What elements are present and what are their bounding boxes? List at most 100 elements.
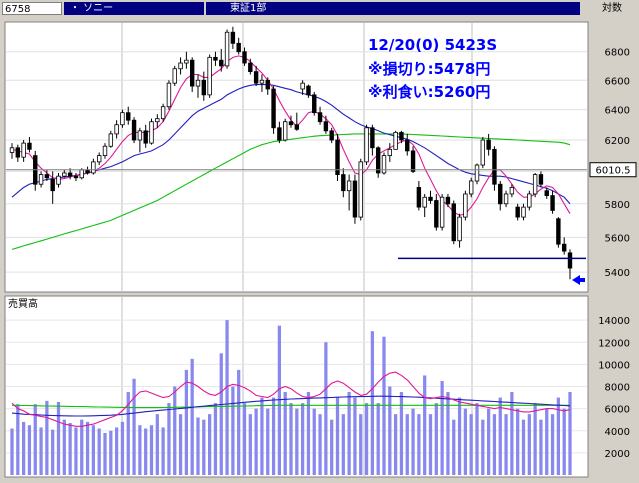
volume-bar	[173, 386, 177, 475]
candle-body	[44, 174, 50, 179]
candle-body	[556, 218, 561, 245]
volume-bar	[562, 408, 566, 475]
volume-bar	[556, 397, 561, 475]
candle-body	[405, 139, 410, 152]
volume-bar	[341, 414, 345, 475]
candle-body	[224, 31, 230, 67]
candle-body	[160, 106, 166, 120]
annotation-line-2: ※損切り:5478円	[368, 60, 490, 78]
candle-body	[306, 85, 311, 96]
candle-body	[248, 62, 253, 73]
candle-body	[521, 206, 526, 218]
candle-body	[155, 118, 160, 123]
volume-bar	[184, 369, 189, 475]
volume-tick-label: 2000	[605, 449, 630, 460]
volume-bar	[405, 414, 409, 475]
volume-bar	[33, 404, 37, 475]
price-ma-long-line	[11, 133, 571, 250]
candle-body	[67, 172, 73, 177]
volume-bar	[312, 408, 316, 475]
volume-bar	[393, 414, 398, 475]
candle-body	[91, 161, 96, 174]
volume-bar	[161, 427, 165, 475]
volume-bar	[39, 427, 43, 475]
volume-bar	[21, 421, 26, 475]
volume-bar	[353, 397, 357, 475]
candle-body	[457, 216, 462, 242]
volume-panel-label: 売買高	[8, 297, 38, 310]
volume-bar	[440, 380, 444, 475]
candle-body	[515, 206, 520, 218]
candle-body	[480, 139, 486, 166]
volume-bar	[318, 414, 322, 475]
candle-body	[126, 112, 131, 121]
volume-bar	[399, 392, 404, 475]
volume-bar	[225, 320, 229, 475]
volume-bar	[231, 386, 235, 475]
volume-bar	[202, 419, 206, 475]
volume-tick-label: 8000	[605, 383, 630, 394]
candle-body	[428, 196, 433, 201]
volume-bar	[376, 403, 380, 475]
volume-bar	[155, 414, 159, 475]
volume-bar	[207, 414, 212, 475]
candle-body	[561, 243, 567, 252]
volume-bar	[10, 428, 14, 475]
candle-body	[178, 62, 183, 70]
volume-bar	[277, 325, 282, 475]
price-tick-label: 6600	[605, 76, 630, 87]
volume-tick-label: 6000	[605, 405, 630, 416]
candle-body	[137, 130, 143, 141]
candle-body	[422, 196, 427, 208]
volume-bar	[335, 397, 340, 475]
volume-bar	[132, 378, 136, 475]
volume-bar	[423, 375, 427, 475]
volume-tick-label: 4000	[605, 427, 630, 438]
candle-body	[358, 161, 363, 218]
volume-bar	[533, 403, 537, 475]
candle-body	[375, 147, 381, 174]
candle-body	[439, 196, 445, 228]
candle-body	[532, 174, 538, 195]
volume-bar	[120, 421, 125, 475]
candle-body	[468, 180, 474, 195]
candle-body	[346, 180, 352, 192]
volume-bar	[97, 428, 101, 475]
candle-body	[120, 112, 125, 126]
candle-body	[538, 174, 544, 185]
candle-body	[27, 142, 32, 150]
candle-body	[393, 131, 398, 150]
volume-bar	[91, 425, 96, 475]
candle-body	[56, 175, 61, 185]
candle-body	[259, 79, 265, 84]
candle-body	[312, 94, 317, 114]
candle-body	[544, 190, 549, 196]
candle-body	[527, 193, 532, 208]
volume-bar	[178, 414, 183, 475]
volume-bar	[324, 342, 328, 475]
volume-bar	[266, 408, 270, 475]
volume-axis: 2000 4000 6000 8000 10000 12000 14000	[598, 316, 630, 460]
price-tag: 6010.5	[596, 166, 631, 177]
volume-bar	[481, 419, 485, 475]
candle-body	[253, 71, 259, 84]
price-tick-label: 5800	[605, 200, 630, 211]
volume-bar	[114, 427, 119, 475]
volume-bar	[417, 414, 421, 475]
volume-bar	[85, 421, 90, 475]
stock-code-field[interactable]: 6758	[2, 2, 62, 15]
candle-body	[38, 174, 44, 185]
candle-body	[474, 164, 480, 182]
volume-bar	[434, 403, 438, 475]
volume-bar	[364, 403, 369, 475]
candle-body	[463, 193, 468, 218]
candle-body	[271, 88, 276, 129]
volume-bar	[237, 369, 241, 475]
scale-mode-label[interactable]: 対数	[602, 3, 622, 14]
volume-bar	[138, 425, 142, 475]
candle-body	[277, 127, 282, 141]
candle-body	[300, 82, 305, 90]
stock-name-label: ・ ソニー	[64, 2, 204, 15]
candle-body	[62, 172, 67, 177]
